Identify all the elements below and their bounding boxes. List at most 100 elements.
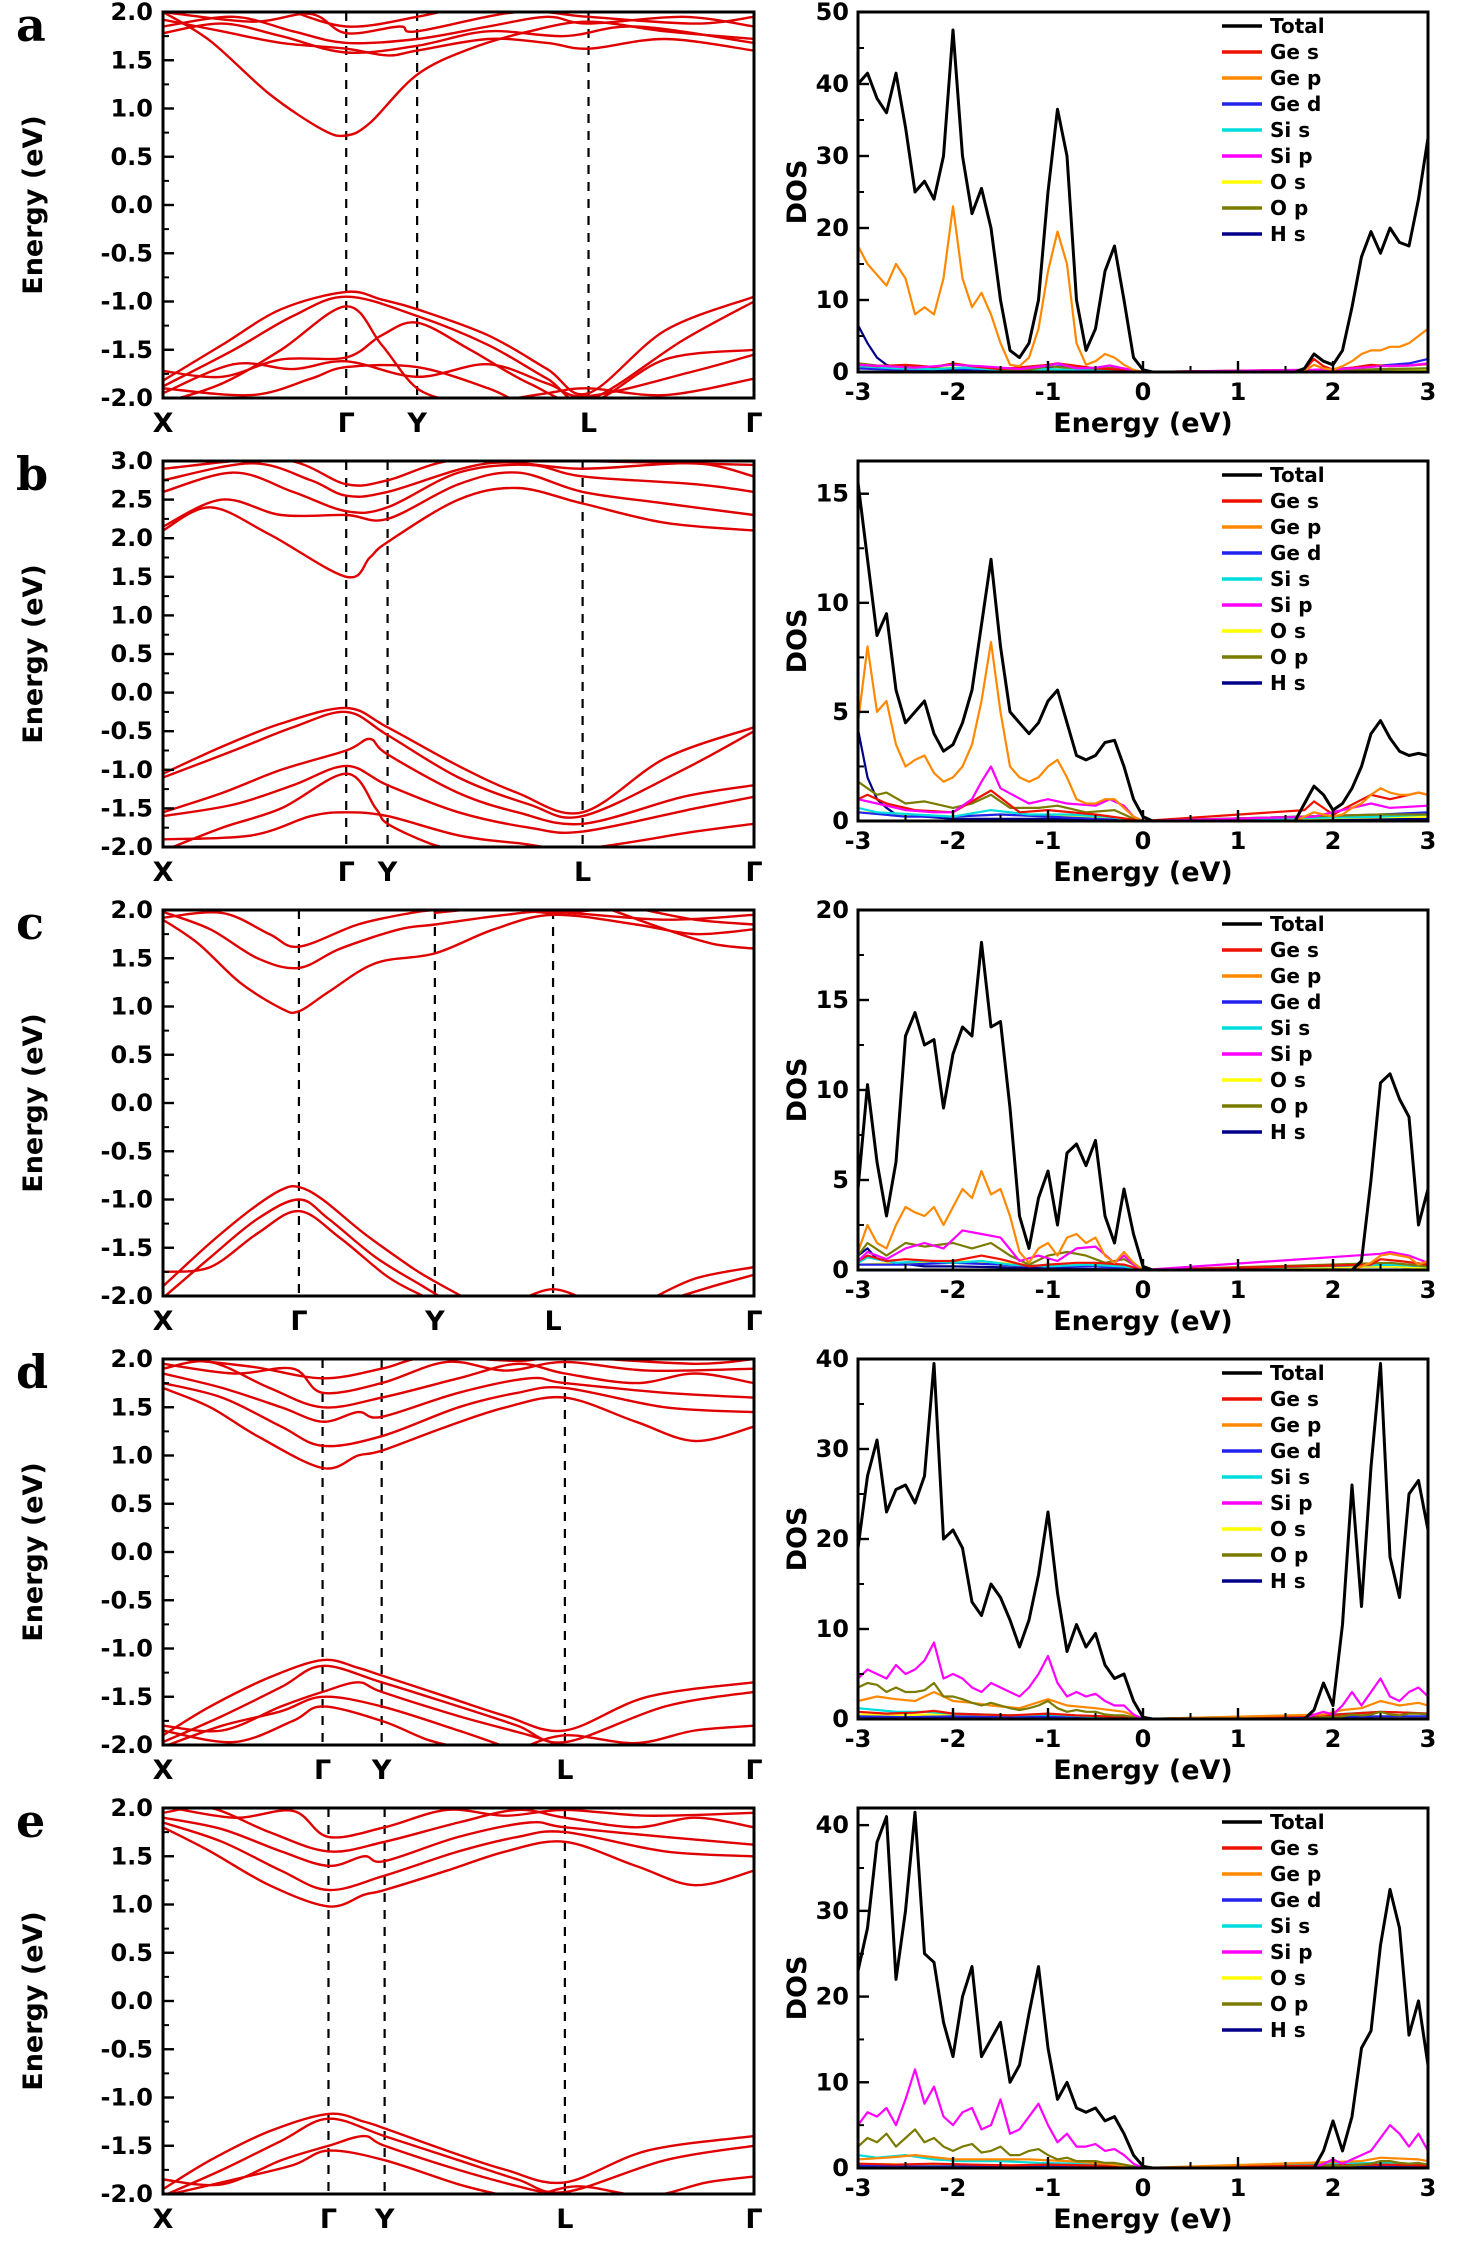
svg-text:0: 0 xyxy=(1135,378,1152,406)
svg-text:Ge d: Ge d xyxy=(1270,1888,1321,1912)
svg-text:1.0: 1.0 xyxy=(110,993,153,1021)
svg-text:-1.0: -1.0 xyxy=(101,288,153,316)
svg-text:O p: O p xyxy=(1270,1992,1308,2016)
svg-text:Y: Y xyxy=(377,857,398,888)
svg-text:0.0: 0.0 xyxy=(110,679,153,707)
svg-text:3: 3 xyxy=(1420,378,1437,406)
figure-row-b: b -2.0 -1.5 -1.0 -0.5 0.0 0.5 1.0 1.5 2.0 2.5 3.0 X… xyxy=(0,449,1484,898)
svg-text:Energy (eV): Energy (eV) xyxy=(1053,2204,1233,2235)
svg-text:10: 10 xyxy=(816,1076,849,1104)
figure-row-d: d -2.0 -1.5 -1.0 -0.5 0.0 0.5 1.0 1.5 2.0 X Γ Y L Γ En… xyxy=(0,1347,1484,1796)
svg-text:1.0: 1.0 xyxy=(110,95,153,123)
svg-text:2.5: 2.5 xyxy=(110,486,153,514)
svg-text:30: 30 xyxy=(816,1435,849,1463)
svg-text:DOS: DOS xyxy=(782,1956,813,2021)
svg-text:-2: -2 xyxy=(940,827,967,855)
svg-text:20: 20 xyxy=(816,214,849,242)
svg-text:-1: -1 xyxy=(1035,1276,1062,1304)
svg-text:-3: -3 xyxy=(845,378,872,406)
panel-letter: b xyxy=(16,447,49,501)
svg-text:-1.0: -1.0 xyxy=(101,2084,153,2112)
svg-text:Si s: Si s xyxy=(1270,1465,1310,1489)
svg-text:O p: O p xyxy=(1270,1094,1308,1118)
svg-text:Si s: Si s xyxy=(1270,567,1310,591)
svg-text:Ge d: Ge d xyxy=(1270,541,1321,565)
svg-text:Γ: Γ xyxy=(338,857,355,888)
svg-text:3: 3 xyxy=(1420,1725,1437,1753)
svg-text:1.5: 1.5 xyxy=(110,46,153,74)
svg-text:-2.0: -2.0 xyxy=(101,1731,153,1759)
svg-text:-1.0: -1.0 xyxy=(101,1635,153,1663)
figure-row-e: e -2.0 -1.5 -1.0 -0.5 0.0 0.5 1.0 1.5 2.0 X Γ Y L Γ En… xyxy=(0,1796,1484,2245)
svg-text:-0.5: -0.5 xyxy=(101,717,153,745)
svg-text:20: 20 xyxy=(816,1525,849,1553)
svg-text:0.5: 0.5 xyxy=(110,143,153,171)
svg-text:Ge p: Ge p xyxy=(1270,1413,1321,1437)
svg-text:H s: H s xyxy=(1270,1120,1306,1144)
svg-text:Ge s: Ge s xyxy=(1270,40,1319,64)
svg-text:H s: H s xyxy=(1270,222,1306,246)
svg-text:0.0: 0.0 xyxy=(110,1089,153,1117)
svg-text:Energy (eV): Energy (eV) xyxy=(1053,408,1233,439)
svg-text:0.0: 0.0 xyxy=(110,1987,153,2015)
svg-text:-3: -3 xyxy=(845,1725,872,1753)
svg-text:Γ: Γ xyxy=(314,1755,331,1786)
svg-text:Γ: Γ xyxy=(745,857,762,888)
svg-text:0: 0 xyxy=(1135,2174,1152,2202)
svg-text:Si p: Si p xyxy=(1270,1940,1313,1964)
svg-text:2: 2 xyxy=(1325,2174,1342,2202)
svg-text:Y: Y xyxy=(374,2204,395,2235)
svg-text:0.0: 0.0 xyxy=(110,191,153,219)
svg-text:DOS: DOS xyxy=(782,609,813,674)
svg-text:15: 15 xyxy=(816,480,849,508)
svg-text:H s: H s xyxy=(1270,1569,1306,1593)
svg-text:-0.5: -0.5 xyxy=(101,1137,153,1165)
panel-letter: a xyxy=(16,0,46,52)
svg-text:X: X xyxy=(153,1306,174,1337)
svg-text:-2: -2 xyxy=(940,2174,967,2202)
svg-text:20: 20 xyxy=(816,1983,849,2011)
svg-text:3.0: 3.0 xyxy=(110,449,153,475)
dos-panel-d: -3 -2 -1 0 1 2 3 0 10 20 30 40 Energy (eV) DOS Total Ge… xyxy=(780,1347,1484,1796)
svg-text:0: 0 xyxy=(832,1705,849,1733)
svg-text:-1.0: -1.0 xyxy=(101,1186,153,1214)
svg-text:Γ: Γ xyxy=(745,2204,762,2235)
svg-text:Ge s: Ge s xyxy=(1270,1836,1319,1860)
svg-text:2: 2 xyxy=(1325,827,1342,855)
svg-text:L: L xyxy=(556,2204,573,2235)
svg-text:X: X xyxy=(153,2204,174,2235)
svg-text:Energy (eV): Energy (eV) xyxy=(1053,1306,1233,1337)
svg-text:Energy (eV): Energy (eV) xyxy=(1053,1755,1233,1786)
svg-text:0: 0 xyxy=(832,807,849,835)
svg-text:Total: Total xyxy=(1270,1810,1325,1834)
svg-text:Γ: Γ xyxy=(290,1306,307,1337)
svg-text:X: X xyxy=(153,857,174,888)
svg-text:Ge p: Ge p xyxy=(1270,964,1321,988)
svg-text:3: 3 xyxy=(1420,2174,1437,2202)
panel-letter: e xyxy=(16,1794,46,1848)
svg-text:H s: H s xyxy=(1270,671,1306,695)
svg-text:O s: O s xyxy=(1270,1517,1306,1541)
svg-text:-2.0: -2.0 xyxy=(101,1282,153,1310)
svg-text:Si s: Si s xyxy=(1270,1016,1310,1040)
svg-text:-3: -3 xyxy=(845,827,872,855)
svg-text:L: L xyxy=(544,1306,561,1337)
svg-text:Ge p: Ge p xyxy=(1270,515,1321,539)
svg-text:1: 1 xyxy=(1230,2174,1247,2202)
svg-text:30: 30 xyxy=(816,142,849,170)
svg-text:1.0: 1.0 xyxy=(110,1891,153,1919)
svg-text:0: 0 xyxy=(1135,827,1152,855)
svg-text:Γ: Γ xyxy=(745,1306,762,1337)
svg-text:Ge s: Ge s xyxy=(1270,489,1319,513)
svg-text:Si p: Si p xyxy=(1270,1042,1313,1066)
svg-text:X: X xyxy=(153,1755,174,1786)
svg-text:1.0: 1.0 xyxy=(110,1442,153,1470)
svg-text:Energy (eV): Energy (eV) xyxy=(18,115,49,295)
svg-text:Energy (eV): Energy (eV) xyxy=(18,1911,49,2091)
svg-text:Ge d: Ge d xyxy=(1270,92,1321,116)
figure-row-a: a -2.0 -1.5 -1.0 -0.5 0.0 0.5 1.0 1.5 2.0 X Γ Y L Γ En… xyxy=(0,0,1484,449)
band-structure-chart: -2.0 -1.5 -1.0 -0.5 0.0 0.5 1.0 1.5 2.0 X Γ Y L Γ Ener… xyxy=(18,1347,763,1786)
svg-text:Y: Y xyxy=(371,1755,392,1786)
band-panel-b: b -2.0 -1.5 -1.0 -0.5 0.0 0.5 1.0 1.5 2.0 2.5 3.0 X… xyxy=(0,449,780,898)
